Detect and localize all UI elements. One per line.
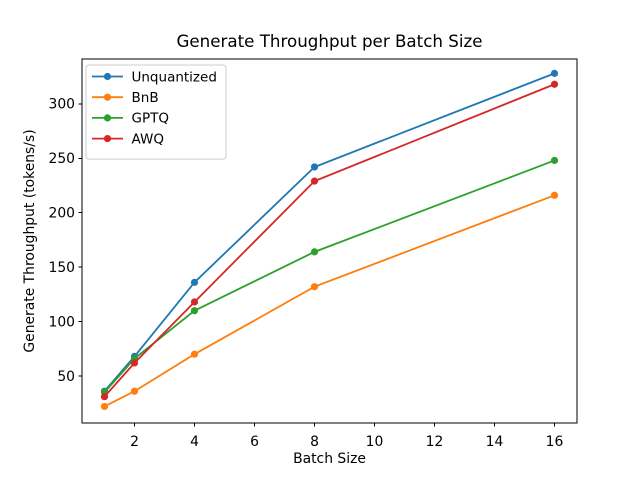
y-axis-label: Generate Throughput (tokens/s) <box>22 129 38 352</box>
series-line-bnb <box>104 194 555 408</box>
x-tick-label: 12 <box>426 434 444 450</box>
series-group <box>100 69 559 411</box>
x-tick-label: 10 <box>366 434 384 450</box>
data-point-bnb-2 <box>130 387 139 395</box>
legend-box <box>85 64 227 160</box>
x-tick-label: 16 <box>546 434 564 450</box>
x-tick-label: 8 <box>310 434 319 450</box>
x-tick-label: 14 <box>486 434 504 450</box>
x-tick-label: 2 <box>130 434 139 450</box>
legend-entry-gptq: GPTQ <box>132 111 169 127</box>
data-point-gptq-8 <box>310 248 319 256</box>
legend-marker-unquantized <box>103 72 112 81</box>
data-point-bnb-16 <box>550 191 559 199</box>
y-tick-label: 250 <box>48 151 75 167</box>
y-tick-label: 50 <box>57 369 75 385</box>
chart-title: Generate Throughput per Batch Size <box>176 31 482 51</box>
legend-entry-unquantized: Unquantized <box>132 69 217 85</box>
data-point-unquantized-4 <box>190 278 199 286</box>
data-point-unquantized-8 <box>310 163 319 171</box>
legend: Unquantized BnB GPTQ AWQ <box>85 64 227 160</box>
data-point-bnb-8 <box>310 283 319 291</box>
data-point-bnb-1 <box>100 402 109 411</box>
y-tick-label: 100 <box>48 314 75 330</box>
y-tick-label: 150 <box>48 260 75 276</box>
legend-marker-bnb <box>103 93 112 101</box>
axis-ticks: 2 4 6 8 10 12 14 16 50 100 150 200 250 300 <box>48 97 563 450</box>
x-axis-label: Batch Size <box>293 451 366 467</box>
data-point-bnb-4 <box>190 350 199 358</box>
data-point-awq-2 <box>130 359 139 367</box>
legend-entry-awq: AWQ <box>132 131 164 147</box>
y-tick-label: 300 <box>48 97 75 113</box>
data-point-gptq-4 <box>190 307 199 315</box>
legend-entry-bnb: BnB <box>132 90 159 106</box>
legend-marker-gptq <box>103 114 112 122</box>
legend-marker-awq <box>103 135 112 143</box>
x-tick-label: 6 <box>250 434 259 450</box>
plot-border <box>81 58 578 424</box>
data-point-gptq-16 <box>550 156 559 165</box>
series-line-gptq <box>103 159 555 393</box>
data-point-awq-1 <box>100 393 109 401</box>
data-point-awq-8 <box>310 177 319 185</box>
data-point-awq-16 <box>550 80 559 88</box>
data-point-unquantized-16 <box>550 69 559 77</box>
y-tick-label: 200 <box>48 205 75 221</box>
data-point-awq-4 <box>190 298 199 306</box>
x-tick-label: 4 <box>190 434 199 450</box>
